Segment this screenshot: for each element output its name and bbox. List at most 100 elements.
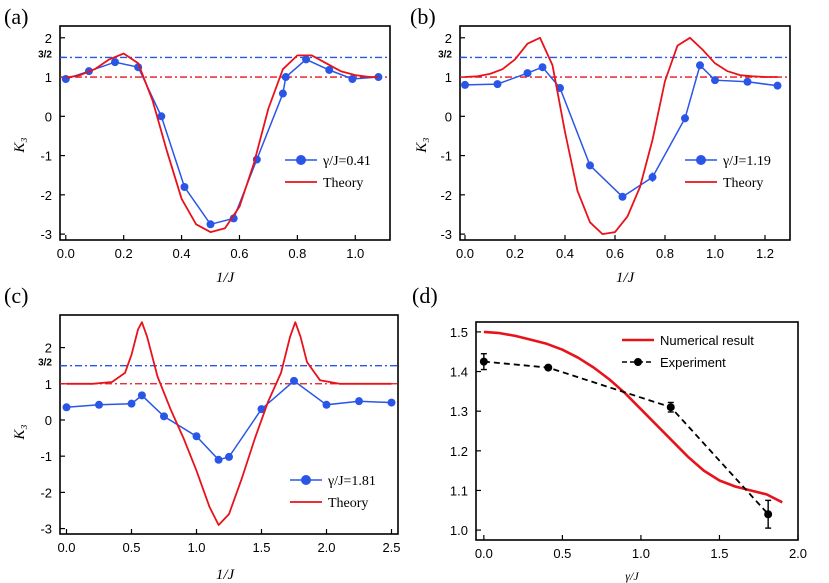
data-point <box>743 77 752 86</box>
y-tick-label: 3/2 <box>38 49 52 60</box>
plot-frame <box>59 314 399 535</box>
y-tick-label: 2 <box>45 341 52 356</box>
theory-line <box>65 52 379 234</box>
panel-label: (a) <box>4 4 28 29</box>
data-point <box>711 76 719 85</box>
data-point <box>374 73 383 82</box>
legend-marker <box>301 475 311 485</box>
legend-label: Theory <box>723 176 763 191</box>
x-tick-label: 0.8 <box>656 246 674 261</box>
data-point <box>127 399 136 408</box>
legend-label: Numerical result <box>660 333 754 348</box>
x-tick-label: 0.0 <box>57 540 75 555</box>
x-tick-label: 1.0 <box>632 546 650 561</box>
x-tick-label: 1.0 <box>706 246 724 261</box>
panel-a: (a) 0.0 0.2 0.4 0.6 0.8 1.0 -3 -2 -1 0 1 3/2 2 1/J K₃ γ/… <box>4 4 391 286</box>
y-tick-label: 2 <box>45 31 52 46</box>
legend-marker <box>634 358 642 366</box>
data-point <box>160 412 168 421</box>
data-point <box>206 220 215 229</box>
legend-marker <box>696 155 706 165</box>
data-point <box>137 391 146 400</box>
data-point <box>322 400 331 409</box>
y-axis-label: K₃ <box>12 137 28 153</box>
x-tick-label: 0.6 <box>230 246 248 261</box>
legend-label: Experiment <box>660 355 726 370</box>
y-tick-label: -1 <box>40 149 52 164</box>
data-point <box>325 65 334 74</box>
x-tick-label: 1.5 <box>710 546 728 561</box>
data-point <box>257 405 266 414</box>
x-tick-label: 2.0 <box>317 540 335 555</box>
y-tick-label: -1 <box>440 149 452 164</box>
data-point <box>302 55 311 64</box>
x-tick-label: 0.4 <box>556 246 574 261</box>
x-tick-label: 0.8 <box>288 246 306 261</box>
y-tick-label: -3 <box>440 227 452 242</box>
data-point <box>355 397 363 406</box>
y-tick-label: -2 <box>440 188 452 203</box>
data-point <box>95 400 103 409</box>
data-point <box>278 89 287 98</box>
y-tick-label: 2 <box>445 31 452 46</box>
x-axis-label: 1/J <box>216 567 236 583</box>
x-axis-label: γ/J <box>625 569 639 583</box>
experiment-line <box>65 58 379 226</box>
x-tick-label: 1.0 <box>187 540 205 555</box>
x-tick-label: 0.2 <box>506 246 524 261</box>
data-point <box>666 403 675 412</box>
y-tick-label: -3 <box>40 227 52 242</box>
data-point <box>461 80 469 89</box>
data-point <box>192 432 201 441</box>
x-tick-label: 0.6 <box>606 246 624 261</box>
data-point <box>618 192 627 201</box>
x-tick-label: 1.5 <box>252 540 270 555</box>
legend-label: γ/J=0.41 <box>322 154 371 169</box>
y-tick-label: -2 <box>40 485 52 500</box>
x-tick-label: 0.0 <box>57 246 75 261</box>
y-tick-label: 1.0 <box>450 523 468 538</box>
legend-label: Theory <box>323 176 363 191</box>
data-point <box>681 114 689 123</box>
panel-label: (d) <box>412 283 438 308</box>
y-tick-label: 1.4 <box>450 365 468 380</box>
y-tick-label: 1 <box>45 70 52 85</box>
x-tick-label: 1.0 <box>346 246 364 261</box>
experiment-line <box>66 379 392 461</box>
data-point <box>544 363 553 372</box>
panel-label: (b) <box>410 4 436 29</box>
x-tick-label: 0.2 <box>115 246 133 261</box>
panel-c: (c) 0.0 0.5 1.0 1.5 2.0 2.5 -3 -2 -1 0 1 3/2 2 1/J K₃ γ/… <box>4 283 401 583</box>
theory-line <box>66 321 392 526</box>
experiment-line <box>483 360 769 515</box>
data-point <box>157 112 166 121</box>
data-point <box>214 455 223 464</box>
y-tick-label: 1.2 <box>450 444 468 459</box>
y-axis-label: K₃ <box>12 424 28 440</box>
y-tick-label: -3 <box>40 522 52 537</box>
x-tick-label: 0.5 <box>553 546 571 561</box>
x-tick-label: 2.0 <box>789 546 807 561</box>
data-point <box>523 69 532 78</box>
data-point <box>696 61 704 70</box>
panel-d: (d) 0.0 0.5 1.0 1.5 2.0 1.0 1.1 1.2 1.3 1.4 1.5 γ/J N… <box>412 283 807 583</box>
data-point <box>648 173 657 182</box>
y-tick-label: -2 <box>40 188 52 203</box>
plot-frame <box>459 25 791 241</box>
y-tick-label: 3/2 <box>438 49 452 60</box>
data-point <box>61 75 70 84</box>
y-tick-label: 0 <box>445 109 452 124</box>
data-point <box>180 182 189 191</box>
theory-line <box>464 36 778 236</box>
y-tick-label: 1 <box>45 377 52 392</box>
x-tick-label: 1.2 <box>756 246 774 261</box>
y-tick-label: 0 <box>45 109 52 124</box>
y-tick-label: 1 <box>445 70 452 85</box>
y-tick-label: 1.5 <box>450 325 468 340</box>
legend-marker <box>296 155 306 165</box>
panel-label: (c) <box>4 283 28 308</box>
data-point <box>111 58 119 67</box>
plot-frame <box>475 321 799 541</box>
theory-line <box>483 330 783 504</box>
